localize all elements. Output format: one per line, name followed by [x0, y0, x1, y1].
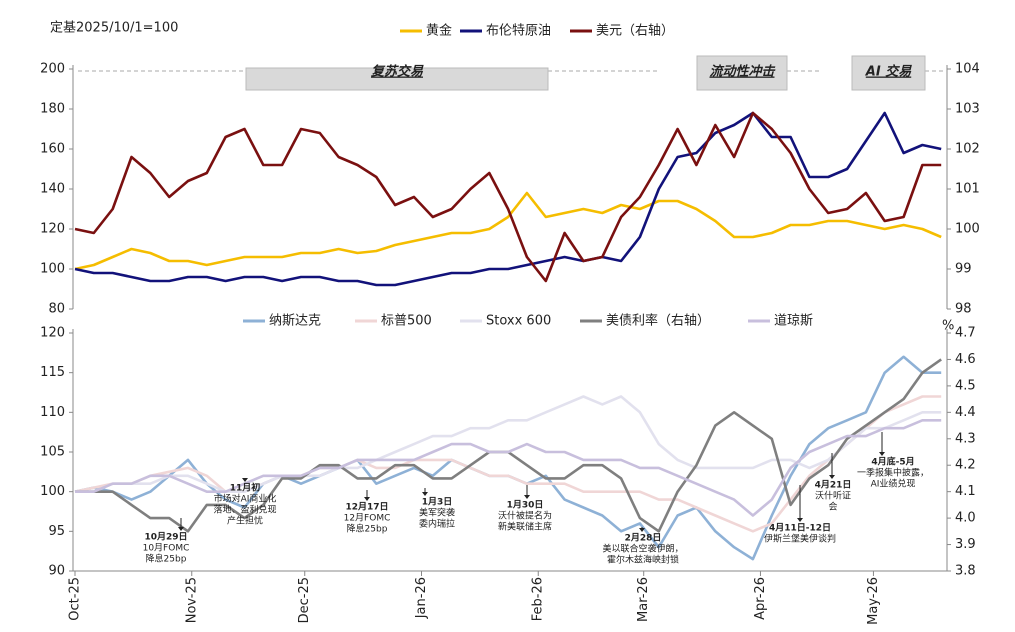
y-tick-label: 140	[40, 182, 65, 197]
x-tick-label: May-26	[866, 577, 881, 625]
y2-tick-label: 103	[955, 102, 980, 117]
y-tick-label: 160	[40, 142, 65, 157]
event-text: 降息25bp	[146, 553, 187, 565]
event-text: 沃什听证	[815, 490, 851, 502]
event-arrowhead	[639, 528, 645, 532]
event-text: 美以联合空袭伊朗，	[602, 543, 683, 555]
regime-label: AI 交易	[865, 64, 912, 80]
event-arrowhead	[829, 475, 835, 479]
event-arrowhead	[524, 495, 530, 499]
event-date: 1月3日	[422, 497, 453, 508]
x-tick-label: Feb-26	[531, 577, 546, 621]
event-date: 4月21日	[815, 480, 852, 491]
y2-tick-label: 98	[955, 302, 972, 317]
legend-label: 标普500	[381, 314, 432, 329]
event-date: 10月29日	[144, 532, 187, 543]
y-tick-label: 120	[40, 222, 65, 237]
y-tick-label: 80	[48, 302, 65, 317]
legend-label: 美债利率（右轴）	[606, 313, 710, 329]
y2-tick-label: 3.9	[955, 537, 976, 552]
regime-box	[245, 67, 549, 91]
y-tick-label: 120	[40, 326, 65, 341]
legend-label: 美元（右轴）	[596, 24, 674, 39]
x-tick-label: Jan-26	[414, 577, 429, 619]
y2-tick-label: 4.5	[955, 378, 976, 393]
event-date: 4月底-5月	[871, 456, 914, 468]
event-text: 伊斯兰堡美伊谈判	[764, 533, 836, 545]
event-text: 市场对AI商业化	[214, 493, 277, 505]
event-text: 产生担忧	[227, 515, 263, 527]
y2-tick-label: 4.6	[955, 352, 976, 367]
y2-tick-label: 4.1	[955, 484, 976, 499]
y2-tick-label: 102	[955, 142, 980, 157]
plot-area	[74, 111, 942, 287]
y-tick-label: 110	[40, 405, 65, 420]
event-text: AI业绩兑现	[871, 478, 916, 490]
y-tick-label: 105	[40, 445, 65, 460]
event-text: 降息25bp	[347, 523, 388, 535]
x-tick-label: Nov-25	[184, 577, 199, 623]
series-line	[75, 419, 942, 517]
event-date: 11月初	[230, 482, 261, 494]
y-tick-label: 100	[40, 484, 65, 499]
y2-tick-label: 99	[955, 262, 972, 277]
regime-label: 流动性冲击	[709, 64, 775, 80]
legend-label: 布伦特原油	[486, 24, 551, 39]
x-tick-label: Dec-25	[297, 577, 312, 623]
y2-tick-label: 3.8	[955, 564, 976, 579]
event-text: 12月FOMC	[344, 513, 391, 524]
y2-tick-label: 101	[955, 182, 980, 197]
y-tick-label: 180	[40, 102, 65, 117]
event-arrowhead	[879, 452, 885, 456]
y-tick-label: 115	[40, 365, 65, 380]
y-tick-label: 95	[48, 524, 65, 539]
y-tick-label: 90	[48, 564, 65, 579]
y2-tick-label: 4.7	[955, 326, 976, 341]
y-axis-title: 定基2025/10/1=100	[50, 21, 178, 36]
event-arrowhead	[242, 478, 248, 482]
legend-label: 纳斯达克	[269, 314, 321, 329]
event-arrowhead	[364, 497, 370, 501]
y2-axis-title: %	[942, 319, 954, 334]
legend-label: 黄金	[426, 23, 452, 39]
plot-area	[74, 355, 942, 561]
series-line	[74, 395, 942, 533]
event-arrowhead	[178, 527, 184, 531]
y2-tick-label: 4.2	[955, 458, 976, 473]
event-text: 会	[828, 501, 837, 513]
regime-box	[696, 55, 788, 91]
event-date: 12月17日	[345, 502, 388, 513]
y2-tick-label: 4.3	[955, 431, 976, 446]
x-tick-label: Oct-25	[68, 577, 83, 621]
legend-label: Stoxx 600	[486, 314, 551, 329]
x-tick-label: Mar-26	[636, 577, 651, 622]
event-date: 4月11日-12日	[769, 523, 831, 534]
series-line	[74, 111, 942, 283]
legend-label: 道琼斯	[774, 314, 813, 329]
series-line	[74, 191, 942, 271]
event-date: 2月28日	[625, 533, 662, 544]
regime-box	[851, 55, 926, 91]
event-text: 霍尔木兹海峡封锁	[607, 554, 679, 566]
y2-tick-label: 4.4	[955, 405, 976, 420]
event-text: 沃什被提名为	[498, 510, 552, 522]
event-text: 委内瑞拉	[419, 518, 455, 530]
event-date: 1月30日	[507, 500, 544, 511]
event-text: 新美联储主席	[498, 521, 552, 533]
event-text: 落地、盈利兑现	[213, 504, 276, 516]
y-tick-label: 200	[40, 62, 65, 77]
regime-label: 复苏交易	[370, 64, 424, 80]
event-arrowhead	[797, 518, 803, 522]
y-tick-label: 100	[40, 262, 65, 277]
series-line	[74, 111, 942, 287]
y2-tick-label: 104	[955, 62, 980, 77]
y2-tick-label: 4.0	[955, 511, 976, 526]
event-arrowhead	[422, 492, 428, 496]
y2-tick-label: 100	[955, 222, 980, 237]
x-tick-label: Apr-26	[753, 577, 768, 620]
event-text: 美军突袭	[419, 507, 455, 519]
event-text: 10月FOMC	[143, 543, 190, 554]
event-text: 一季报集中披露，	[857, 467, 929, 479]
